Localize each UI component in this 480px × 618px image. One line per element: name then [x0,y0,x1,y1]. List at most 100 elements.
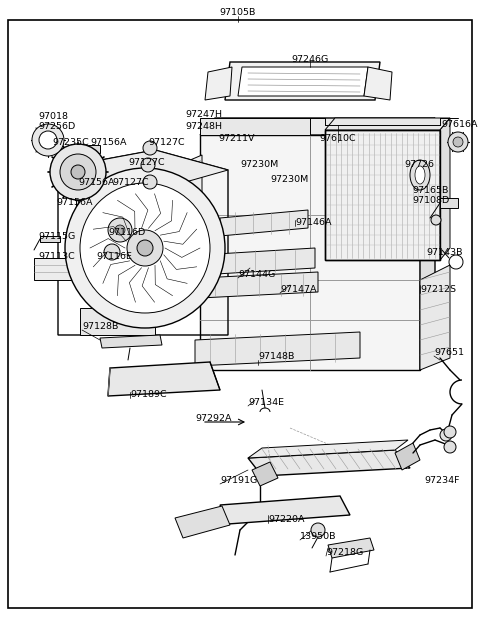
Text: 97108D: 97108D [412,196,449,205]
Polygon shape [248,450,410,476]
Polygon shape [225,62,380,100]
Polygon shape [80,308,155,335]
Bar [92,172,104,180]
Ellipse shape [415,166,425,184]
Polygon shape [238,67,368,96]
Circle shape [431,215,441,225]
Bar [40,236,60,242]
Circle shape [448,132,468,152]
Polygon shape [440,118,450,260]
Text: 97147A: 97147A [280,285,316,294]
Circle shape [453,137,463,147]
Polygon shape [205,67,232,100]
Text: 97651: 97651 [434,348,464,357]
Circle shape [141,158,155,172]
Bar [76,210,88,218]
Text: 97143B: 97143B [426,248,463,257]
Text: 13950B: 13950B [300,532,336,541]
Circle shape [108,218,132,242]
Polygon shape [220,210,308,236]
Text: 97127C: 97127C [128,158,165,167]
Circle shape [143,141,157,155]
Polygon shape [220,496,350,524]
Circle shape [32,124,64,156]
Text: 97113C: 97113C [38,252,75,261]
Circle shape [127,230,163,266]
Text: 97116D: 97116D [108,228,145,237]
Text: 97156A: 97156A [78,178,115,187]
Bar [34,258,72,280]
Text: 97156A: 97156A [90,138,127,147]
Text: 97234F: 97234F [424,476,459,485]
Polygon shape [195,332,360,366]
Text: 97292A: 97292A [195,414,231,423]
Text: 97235C: 97235C [52,138,89,147]
Text: 97220A: 97220A [268,515,304,524]
Text: 97127C: 97127C [148,138,185,147]
Text: 97191G: 97191G [220,476,257,485]
Bar [88,156,100,164]
Text: 97116E: 97116E [96,252,132,261]
Text: 97105B: 97105B [220,8,256,17]
Text: 97248H: 97248H [185,122,222,131]
Circle shape [71,165,85,179]
Text: 97218G: 97218G [326,548,363,557]
Polygon shape [248,440,408,458]
Polygon shape [420,118,435,370]
Text: 97128B: 97128B [82,322,119,331]
Text: 97018: 97018 [38,112,68,121]
Text: 97726: 97726 [404,160,434,169]
Bar [92,182,104,190]
Polygon shape [195,200,203,270]
Polygon shape [200,118,435,135]
Circle shape [39,131,57,149]
Text: 97246G: 97246G [291,55,329,64]
Polygon shape [325,130,440,260]
Text: 97115G: 97115G [38,232,75,241]
Polygon shape [200,118,310,135]
Polygon shape [200,272,318,298]
Circle shape [60,154,96,190]
Text: 97230M: 97230M [270,175,308,184]
Circle shape [80,183,210,313]
Text: 97616A: 97616A [441,120,478,129]
Circle shape [50,144,106,200]
Text: 97165B: 97165B [412,186,448,195]
Polygon shape [328,538,374,558]
Text: 97211V: 97211V [218,134,254,143]
Circle shape [104,244,120,260]
Bar [325,130,440,260]
Circle shape [440,429,452,441]
Polygon shape [200,135,420,370]
Text: 97148B: 97148B [258,352,294,361]
Polygon shape [58,150,228,185]
Text: 97127C: 97127C [112,178,149,187]
Polygon shape [108,362,220,396]
Circle shape [444,441,456,453]
Bar [76,200,88,208]
Text: 97256D: 97256D [38,122,75,131]
Text: 97144G: 97144G [238,270,275,279]
Circle shape [143,175,157,189]
Text: 97189C: 97189C [130,390,167,399]
Polygon shape [364,67,392,100]
Text: 97230M: 97230M [240,160,278,169]
Polygon shape [175,506,230,538]
Polygon shape [395,443,420,470]
Text: 97610C: 97610C [320,134,356,143]
Polygon shape [100,335,162,348]
Circle shape [444,426,456,438]
Ellipse shape [410,160,430,190]
Text: 97134E: 97134E [248,398,284,407]
Bar [440,198,458,208]
Circle shape [311,523,325,537]
Bar [88,145,100,153]
Text: 97156A: 97156A [56,198,93,207]
Circle shape [137,240,153,256]
Polygon shape [252,462,278,486]
Text: 97247H: 97247H [185,110,222,119]
Circle shape [65,168,225,328]
Polygon shape [155,155,202,250]
Circle shape [115,225,125,235]
Text: 97212S: 97212S [420,285,456,294]
